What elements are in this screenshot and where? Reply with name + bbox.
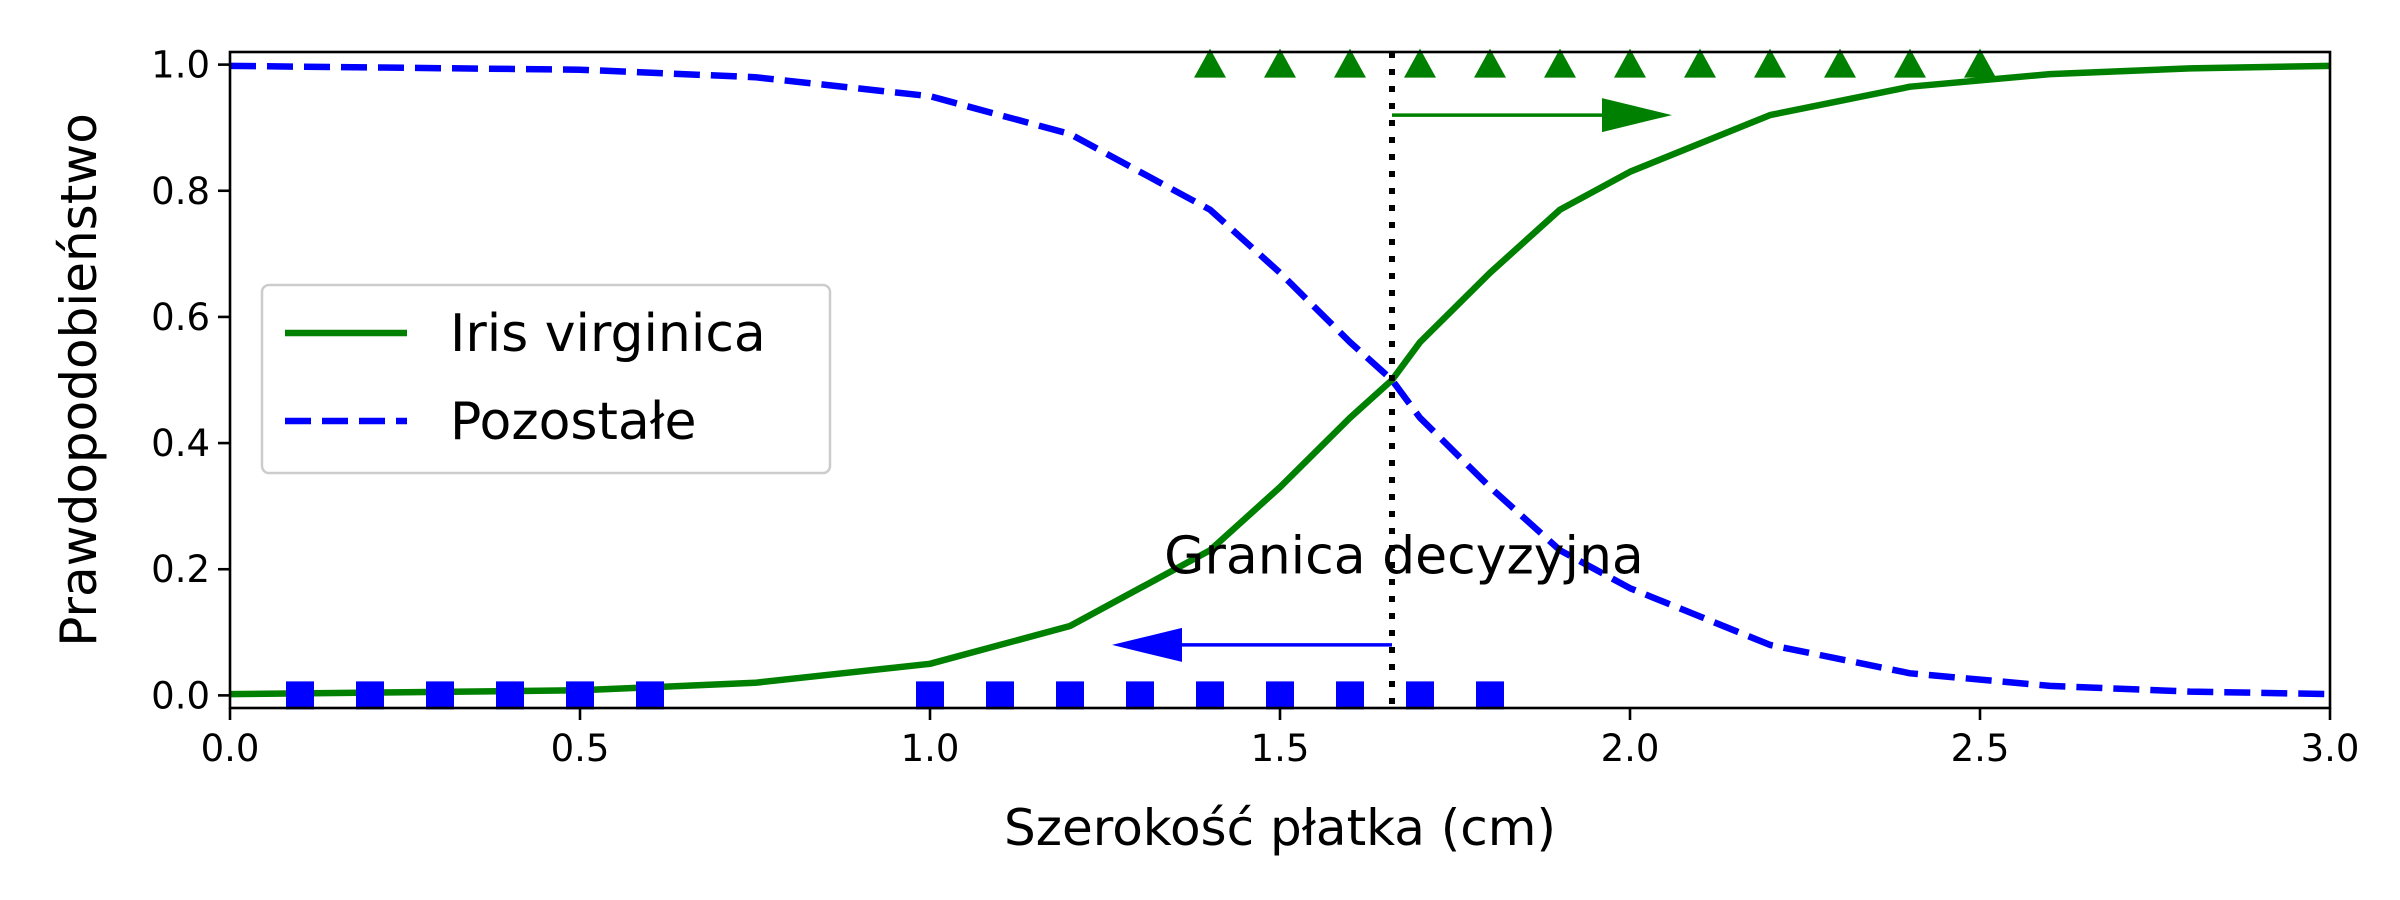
- marker-triangle-8: [1754, 48, 1786, 78]
- x-axis-label: Szerokość płatka (cm): [1004, 799, 1556, 857]
- y-tick-label-1: 0.2: [151, 548, 210, 591]
- marker-square-3: [496, 681, 524, 710]
- x-tick-label-2: 1.0: [901, 727, 960, 770]
- x-tick-label-5: 2.5: [1951, 727, 2010, 770]
- marker-triangle-3: [1404, 48, 1436, 78]
- marker-square-11: [1266, 681, 1294, 710]
- x-tick-label-1: 0.5: [551, 727, 610, 770]
- marker-square-13: [1406, 681, 1434, 710]
- marker-triangle-0: [1194, 48, 1226, 78]
- marker-square-0: [286, 681, 314, 710]
- y-axis-label: Prawdopodobieństwo: [50, 113, 108, 647]
- legend-label-iris-virginica: Iris virginica: [450, 304, 766, 364]
- marker-triangle-1: [1264, 48, 1296, 78]
- marker-triangle-7: [1684, 48, 1716, 78]
- marker-triangle-2: [1334, 48, 1366, 78]
- marker-square-12: [1336, 681, 1364, 710]
- marker-triangle-10: [1894, 48, 1926, 78]
- plot-area: [229, 48, 2331, 710]
- marker-square-6: [916, 681, 944, 710]
- series-line-pozosta-e: [229, 62, 2331, 698]
- y-tick-label-0: 0.0: [151, 674, 210, 717]
- x-tick-label-4: 2.0: [1601, 727, 1660, 770]
- legend: Iris virginica Pozostałe: [260, 283, 832, 475]
- decision-boundary-label: Granica decyzyjna: [1164, 527, 1644, 587]
- y-tick-label-4: 0.8: [151, 170, 210, 213]
- y-tick-label-2: 0.4: [151, 422, 210, 465]
- axis-ticks: 0.0 0.5 1.0 1.5 2.0 2.5 3.0 0.0 0.2 0.4 0.6 0.8 1.0: [151, 44, 2359, 770]
- arrow-right-virginica-head: [1602, 98, 1672, 133]
- x-tick-label-6: 3.0: [2301, 727, 2360, 770]
- marker-square-1: [356, 681, 384, 710]
- x-tick-label-0: 0.0: [201, 727, 260, 770]
- marker-square-10: [1196, 681, 1224, 710]
- marker-square-8: [1056, 681, 1084, 710]
- marker-square-4: [566, 681, 594, 710]
- y-tick-label-3: 0.6: [151, 296, 210, 339]
- x-tick-label-3: 1.5: [1251, 727, 1310, 770]
- marker-triangle-11: [1964, 48, 1996, 78]
- y-tick-label-5: 1.0: [151, 44, 210, 87]
- legend-label-pozostale: Pozostałe: [450, 392, 697, 452]
- marker-triangle-9: [1824, 48, 1856, 78]
- marker-square-9: [1126, 681, 1154, 710]
- marker-square-2: [426, 681, 454, 710]
- marker-triangle-5: [1544, 48, 1576, 78]
- marker-square-5: [636, 681, 664, 710]
- marker-triangle-4: [1474, 48, 1506, 78]
- marker-triangle-6: [1614, 48, 1646, 78]
- marker-square-14: [1476, 681, 1504, 710]
- arrow-left-other-head: [1112, 627, 1182, 662]
- marker-square-7: [986, 681, 1014, 710]
